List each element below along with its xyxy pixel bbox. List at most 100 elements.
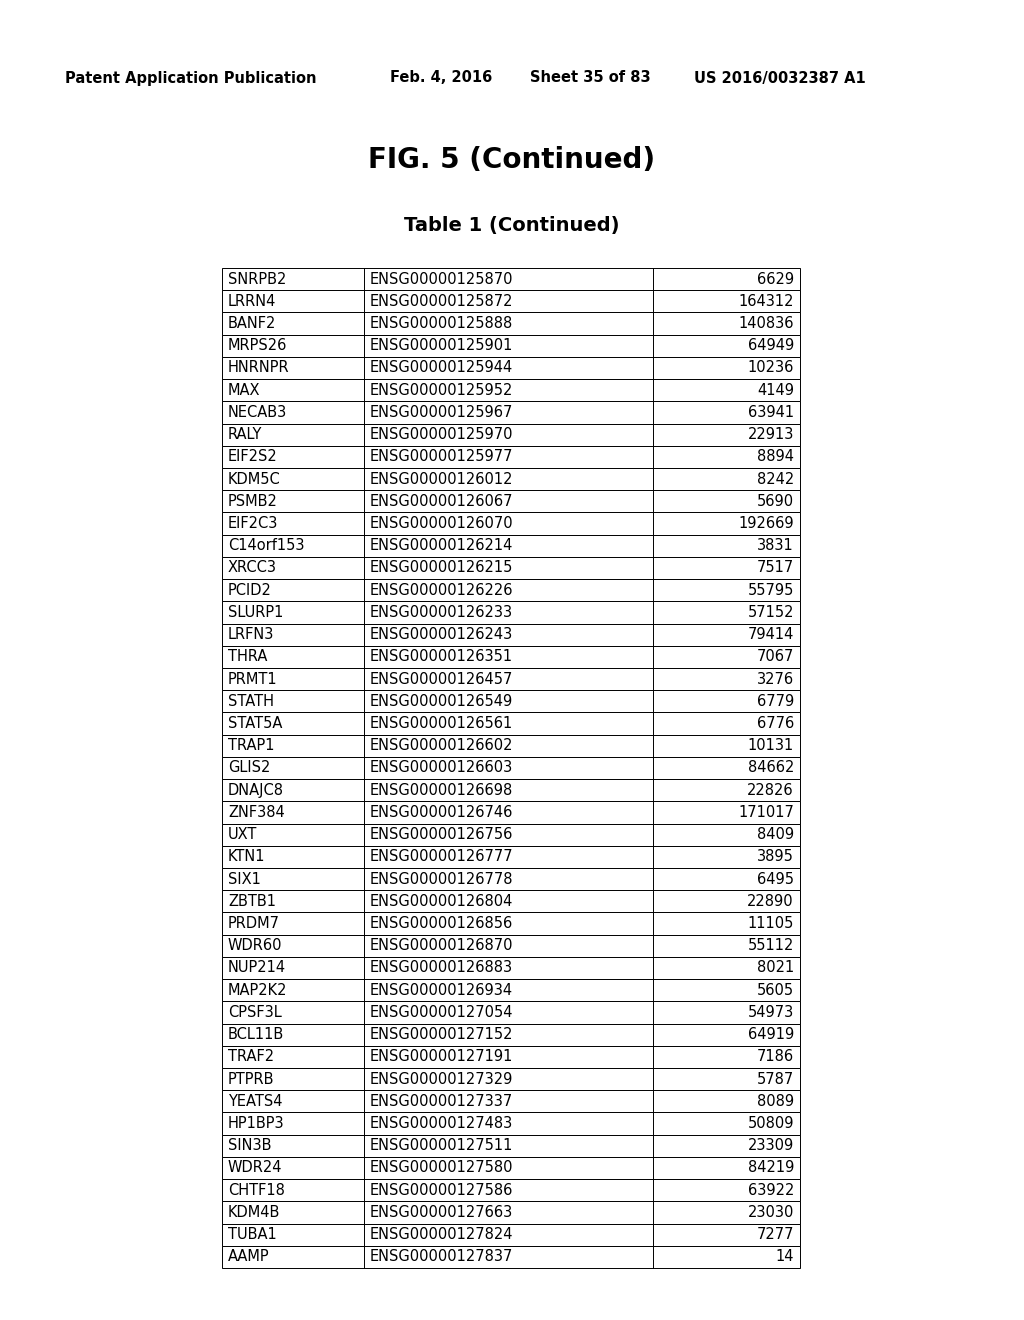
Text: Table 1 (Continued): Table 1 (Continued) bbox=[404, 215, 620, 235]
Text: ENSG00000126226: ENSG00000126226 bbox=[370, 582, 513, 598]
Text: SIN3B: SIN3B bbox=[228, 1138, 271, 1154]
Text: ENSG00000126746: ENSG00000126746 bbox=[370, 805, 513, 820]
Bar bbox=[222, 469, 800, 490]
Text: ENSG00000126602: ENSG00000126602 bbox=[370, 738, 513, 754]
Text: ENSG00000126243: ENSG00000126243 bbox=[370, 627, 513, 642]
Bar bbox=[222, 801, 800, 824]
Text: EIF2C3: EIF2C3 bbox=[228, 516, 279, 531]
Text: 63922: 63922 bbox=[748, 1183, 794, 1197]
Bar bbox=[222, 313, 800, 335]
Text: ENSG00000125944: ENSG00000125944 bbox=[370, 360, 513, 375]
Text: PRDM7: PRDM7 bbox=[228, 916, 280, 931]
Text: NECAB3: NECAB3 bbox=[228, 405, 288, 420]
Text: FIG. 5 (Continued): FIG. 5 (Continued) bbox=[369, 147, 655, 174]
Bar bbox=[222, 623, 800, 645]
Bar bbox=[222, 1156, 800, 1179]
Text: Feb. 4, 2016: Feb. 4, 2016 bbox=[390, 70, 493, 86]
Text: C14orf153: C14orf153 bbox=[228, 539, 304, 553]
Text: 79414: 79414 bbox=[748, 627, 794, 642]
Text: PSMB2: PSMB2 bbox=[228, 494, 278, 508]
Text: 3276: 3276 bbox=[757, 672, 794, 686]
Text: EIF2S2: EIF2S2 bbox=[228, 449, 278, 465]
Text: 6776: 6776 bbox=[757, 715, 794, 731]
Text: TRAF2: TRAF2 bbox=[228, 1049, 274, 1064]
Bar bbox=[222, 557, 800, 579]
Text: 23309: 23309 bbox=[748, 1138, 794, 1154]
Bar bbox=[222, 1113, 800, 1135]
Bar bbox=[222, 690, 800, 713]
Bar bbox=[222, 1023, 800, 1045]
Text: ENSG00000127837: ENSG00000127837 bbox=[370, 1250, 513, 1265]
Bar bbox=[222, 424, 800, 446]
Text: ENSG00000127191: ENSG00000127191 bbox=[370, 1049, 513, 1064]
Text: ENSG00000125967: ENSG00000125967 bbox=[370, 405, 513, 420]
Text: ENSG00000127054: ENSG00000127054 bbox=[370, 1005, 513, 1020]
Text: BCL11B: BCL11B bbox=[228, 1027, 285, 1043]
Bar bbox=[222, 756, 800, 779]
Text: 10131: 10131 bbox=[748, 738, 794, 754]
Text: ENSG00000126883: ENSG00000126883 bbox=[370, 961, 513, 975]
Text: 64949: 64949 bbox=[748, 338, 794, 354]
Text: AAMP: AAMP bbox=[228, 1250, 269, 1265]
Text: 55112: 55112 bbox=[748, 939, 794, 953]
Text: 63941: 63941 bbox=[748, 405, 794, 420]
Text: ENSG00000127663: ENSG00000127663 bbox=[370, 1205, 513, 1220]
Text: KDM5C: KDM5C bbox=[228, 471, 281, 487]
Bar bbox=[222, 535, 800, 557]
Text: ENSG00000126457: ENSG00000126457 bbox=[370, 672, 513, 686]
Text: TRAP1: TRAP1 bbox=[228, 738, 274, 754]
Text: 8089: 8089 bbox=[757, 1094, 794, 1109]
Bar bbox=[222, 1135, 800, 1156]
Text: XRCC3: XRCC3 bbox=[228, 561, 278, 576]
Text: ENSG00000127152: ENSG00000127152 bbox=[370, 1027, 513, 1043]
Text: PTPRB: PTPRB bbox=[228, 1072, 274, 1086]
Text: NUP214: NUP214 bbox=[228, 961, 286, 975]
Text: THRA: THRA bbox=[228, 649, 267, 664]
Text: PCID2: PCID2 bbox=[228, 582, 272, 598]
Text: ENSG00000126804: ENSG00000126804 bbox=[370, 894, 513, 909]
Text: ENSG00000126067: ENSG00000126067 bbox=[370, 494, 513, 508]
Text: ENSG00000126561: ENSG00000126561 bbox=[370, 715, 513, 731]
Text: 5787: 5787 bbox=[757, 1072, 794, 1086]
Text: ENSG00000126549: ENSG00000126549 bbox=[370, 694, 513, 709]
Bar bbox=[222, 1246, 800, 1269]
Text: GLIS2: GLIS2 bbox=[228, 760, 270, 776]
Bar bbox=[222, 356, 800, 379]
Bar bbox=[222, 1068, 800, 1090]
Text: UXT: UXT bbox=[228, 828, 257, 842]
Text: 5605: 5605 bbox=[757, 982, 794, 998]
Text: 4149: 4149 bbox=[757, 383, 794, 397]
Text: 84219: 84219 bbox=[748, 1160, 794, 1176]
Bar bbox=[222, 979, 800, 1002]
Text: 3895: 3895 bbox=[757, 849, 794, 865]
Text: ENSG00000126856: ENSG00000126856 bbox=[370, 916, 513, 931]
Text: 10236: 10236 bbox=[748, 360, 794, 375]
Text: Patent Application Publication: Patent Application Publication bbox=[65, 70, 316, 86]
Text: 14: 14 bbox=[775, 1250, 794, 1265]
Text: 55795: 55795 bbox=[748, 582, 794, 598]
Text: 7517: 7517 bbox=[757, 561, 794, 576]
Text: 23030: 23030 bbox=[748, 1205, 794, 1220]
Bar bbox=[222, 1224, 800, 1246]
Bar bbox=[222, 912, 800, 935]
Text: ENSG00000127580: ENSG00000127580 bbox=[370, 1160, 513, 1176]
Text: MAP2K2: MAP2K2 bbox=[228, 982, 288, 998]
Text: 6779: 6779 bbox=[757, 694, 794, 709]
Bar bbox=[222, 779, 800, 801]
Bar bbox=[222, 735, 800, 756]
Text: ENSG00000126070: ENSG00000126070 bbox=[370, 516, 513, 531]
Text: 54973: 54973 bbox=[748, 1005, 794, 1020]
Text: 84662: 84662 bbox=[748, 760, 794, 776]
Bar bbox=[222, 579, 800, 602]
Text: ENSG00000127329: ENSG00000127329 bbox=[370, 1072, 513, 1086]
Bar bbox=[222, 846, 800, 869]
Text: BANF2: BANF2 bbox=[228, 315, 276, 331]
Text: ENSG00000126603: ENSG00000126603 bbox=[370, 760, 513, 776]
Text: 7067: 7067 bbox=[757, 649, 794, 664]
Text: 7186: 7186 bbox=[757, 1049, 794, 1064]
Text: ENSG00000125977: ENSG00000125977 bbox=[370, 449, 513, 465]
Text: ENSG00000126351: ENSG00000126351 bbox=[370, 649, 513, 664]
Text: 6629: 6629 bbox=[757, 272, 794, 286]
Bar bbox=[222, 401, 800, 424]
Bar bbox=[222, 1179, 800, 1201]
